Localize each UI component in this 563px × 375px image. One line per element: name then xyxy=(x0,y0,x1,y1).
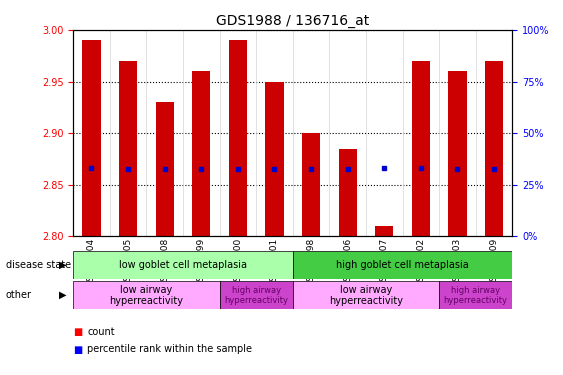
Bar xyxy=(192,71,211,236)
Bar xyxy=(119,61,137,236)
Text: high airway
hyperreactivity: high airway hyperreactivity xyxy=(444,286,508,305)
Text: low airway
hyperreactivity: low airway hyperreactivity xyxy=(109,285,184,306)
Text: low goblet cell metaplasia: low goblet cell metaplasia xyxy=(119,260,247,270)
Bar xyxy=(73,281,220,309)
Bar xyxy=(73,251,293,279)
Text: disease state: disease state xyxy=(6,260,71,270)
Bar xyxy=(302,133,320,236)
Text: high goblet cell metaplasia: high goblet cell metaplasia xyxy=(336,260,469,270)
Bar xyxy=(155,102,174,236)
Title: GDS1988 / 136716_at: GDS1988 / 136716_at xyxy=(216,13,369,28)
Bar xyxy=(265,81,284,236)
Bar xyxy=(485,61,503,236)
Text: count: count xyxy=(87,327,115,337)
Bar xyxy=(338,148,357,236)
Text: percentile rank within the sample: percentile rank within the sample xyxy=(87,345,252,354)
Bar xyxy=(220,281,293,309)
Bar xyxy=(412,61,430,236)
Text: low airway
hyperreactivity: low airway hyperreactivity xyxy=(329,285,403,306)
Bar xyxy=(375,226,394,236)
Text: high airway
hyperreactivity: high airway hyperreactivity xyxy=(224,286,288,305)
Text: other: other xyxy=(6,290,32,300)
Text: ▶: ▶ xyxy=(59,260,66,270)
Bar xyxy=(229,40,247,236)
Bar xyxy=(439,281,512,309)
Bar xyxy=(82,40,101,236)
Bar xyxy=(448,71,467,236)
Bar xyxy=(293,281,439,309)
Text: ■: ■ xyxy=(73,345,82,354)
Text: ▶: ▶ xyxy=(59,290,66,300)
Bar xyxy=(293,251,512,279)
Text: ■: ■ xyxy=(73,327,82,337)
